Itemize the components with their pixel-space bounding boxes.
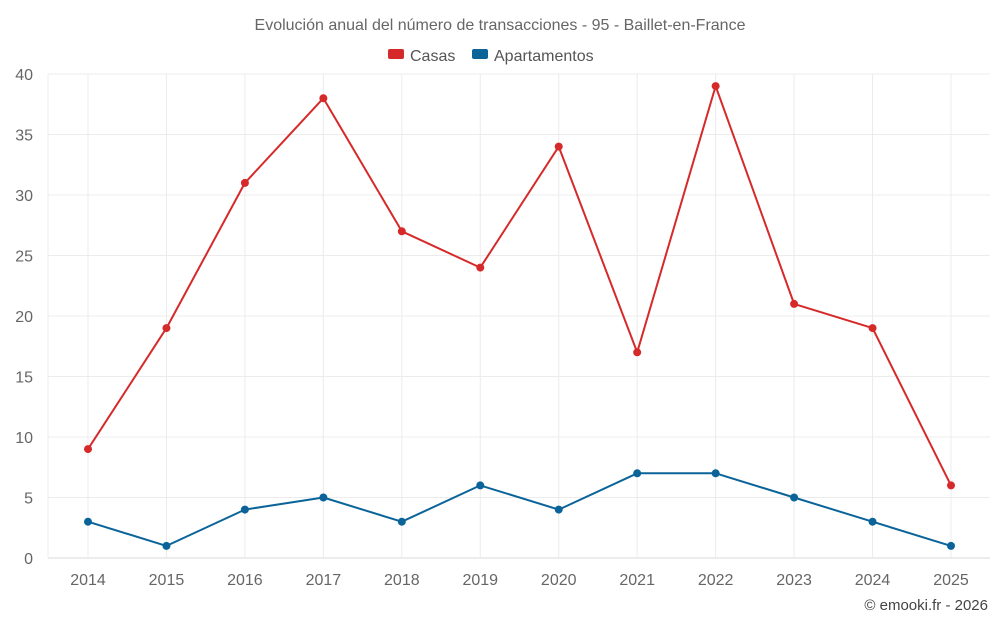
x-tick-label: 2025 (933, 572, 969, 589)
y-tick-label: 0 (24, 551, 33, 568)
data-point-casas[interactable] (633, 348, 642, 357)
data-point-apartamentos[interactable] (162, 541, 171, 550)
y-tick-label: 15 (15, 370, 33, 387)
data-point-casas[interactable] (947, 481, 955, 490)
x-tick-label: 2017 (306, 572, 342, 589)
data-point-apartamentos[interactable] (790, 493, 799, 502)
y-tick-label: 30 (15, 188, 33, 205)
data-point-apartamentos[interactable] (554, 505, 563, 514)
data-point-casas[interactable] (790, 299, 799, 308)
x-tick-label: 2016 (227, 572, 263, 589)
credit-text: © emooki.fr - 2026 (864, 597, 988, 614)
x-tick-label: 2021 (619, 572, 655, 589)
data-point-casas[interactable] (240, 178, 249, 187)
data-point-apartamentos[interactable] (633, 469, 642, 478)
y-tick-label: 40 (15, 67, 33, 84)
data-point-apartamentos[interactable] (947, 541, 955, 550)
legend-swatch (472, 49, 488, 59)
series-line-casas (87, 85, 952, 486)
legend-swatch (388, 49, 404, 59)
data-point-casas[interactable] (476, 263, 485, 272)
x-tick-label: 2015 (149, 572, 185, 589)
data-point-casas[interactable] (397, 227, 406, 236)
x-tick-label: 2023 (776, 572, 812, 589)
data-point-apartamentos[interactable] (711, 469, 720, 478)
data-point-casas[interactable] (711, 82, 720, 91)
legend[interactable]: Casas Apartamentos (388, 48, 594, 65)
data-point-apartamentos[interactable] (476, 481, 485, 490)
x-tick-label: 2018 (384, 572, 420, 589)
series-line-apartamentos (87, 472, 952, 547)
legend-label: Apartamentos (494, 48, 594, 65)
x-tick-label: 2024 (855, 572, 891, 589)
data-point-apartamentos[interactable] (84, 517, 92, 526)
legend-item-apartamentos[interactable]: Apartamentos (472, 48, 594, 65)
data-point-casas[interactable] (554, 142, 563, 151)
y-tick-label: 35 (15, 128, 33, 145)
x-tick-label: 2022 (698, 572, 734, 589)
data-point-apartamentos[interactable] (240, 505, 249, 514)
x-tick-label: 2019 (462, 572, 498, 589)
x-tick-label: 2020 (541, 572, 577, 589)
legend-item-casas[interactable]: Casas (388, 48, 455, 65)
legend-label: Casas (410, 48, 455, 65)
data-point-casas[interactable] (162, 324, 171, 333)
data-point-apartamentos[interactable] (868, 517, 877, 526)
x-tick-label: 2014 (70, 572, 106, 589)
y-tick-label: 10 (15, 430, 33, 447)
y-axis: 0 5 10 15 20 25 30 35 40 (15, 67, 33, 568)
chart-title: Evolución anual del número de transaccio… (255, 17, 746, 34)
x-axis: 2014 2015 2016 2017 2018 2019 2020 2021 2022 2023… (70, 572, 969, 589)
data-point-apartamentos[interactable] (397, 517, 406, 526)
grid (47, 73, 990, 559)
series-group (84, 82, 955, 550)
data-point-casas[interactable] (84, 445, 92, 454)
data-point-apartamentos[interactable] (319, 493, 328, 502)
data-point-casas[interactable] (868, 324, 877, 333)
y-tick-label: 20 (15, 309, 33, 326)
y-tick-label: 25 (15, 249, 33, 266)
data-point-casas[interactable] (319, 94, 328, 103)
y-tick-label: 5 (24, 491, 33, 508)
